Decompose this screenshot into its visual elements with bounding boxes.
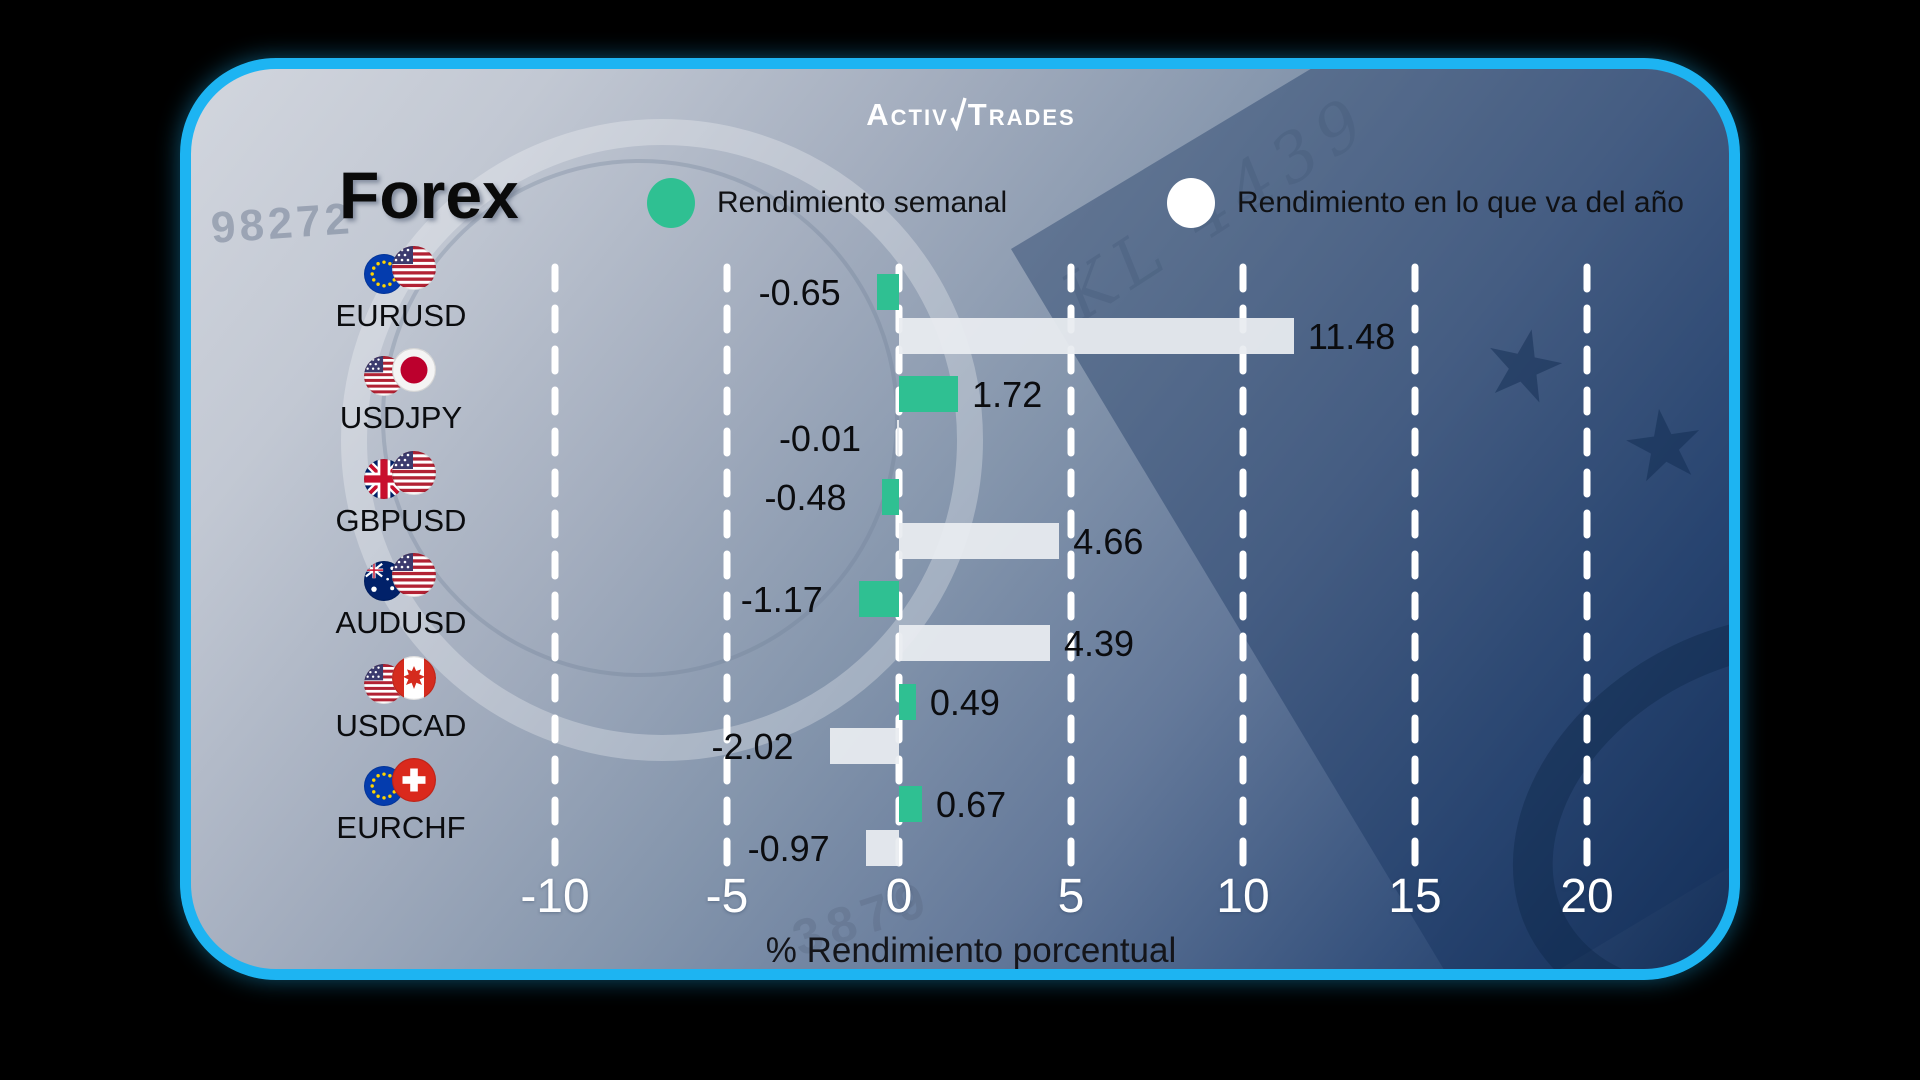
flag-pair-icon-EURCHF <box>364 758 438 808</box>
flag-us-icon <box>392 553 436 597</box>
ytd-value-EURUSD: 11.48 <box>1307 316 1396 357</box>
flag-pair-icon-EURUSD <box>364 246 438 296</box>
weekly-value-AUDUSD: -1.17 <box>740 579 823 620</box>
ytd-legend-dot-icon <box>1167 178 1215 228</box>
flag-ch-icon <box>392 758 436 802</box>
ytd-bar-AUDUSD <box>899 625 1051 661</box>
ytd-bar-USDCAD <box>829 728 899 764</box>
ytd-bar-EURCHF <box>865 830 899 866</box>
flag-pair-icon-GBPUSD <box>364 451 438 501</box>
legend-item-ytd: Rendimiento en lo que va del año <box>1167 177 1684 229</box>
legend-item-weekly: Rendimiento semanal <box>647 177 1007 229</box>
x-tick-label-15: 15 <box>1388 870 1442 923</box>
activtrades-logo: Activ Trades <box>191 95 1729 139</box>
weekly-value-USDCAD: 0.49 <box>929 682 1000 723</box>
logo-text-left: Activ <box>866 97 949 132</box>
x-tick-label-5: 5 <box>1057 870 1085 923</box>
pair-label-AUDUSD: AUDUSD <box>335 605 467 640</box>
weekly-bar-USDJPY <box>899 376 959 412</box>
page-title: Forex <box>339 158 519 232</box>
weekly-bar-GBPUSD <box>882 479 899 515</box>
weekly-value-EURCHF: 0.67 <box>936 784 1007 825</box>
ytd-value-USDJPY: -0.01 <box>778 418 861 459</box>
pair-label-EURUSD: EURUSD <box>335 298 467 333</box>
flag-jp-icon <box>392 348 436 392</box>
ytd-value-EURCHF: -0.97 <box>747 828 830 869</box>
flag-pair-icon-AUDUSD <box>364 553 438 603</box>
ytd-value-GBPUSD: 4.66 <box>1073 521 1144 562</box>
pair-label-USDJPY: USDJPY <box>339 400 463 435</box>
weekly-bar-EURCHF <box>899 786 923 822</box>
legend-ytd-label: Rendimiento en lo que va del año <box>1237 186 1684 219</box>
weekly-value-USDJPY: 1.72 <box>972 374 1043 415</box>
pair-label-USDCAD: USDCAD <box>335 708 467 743</box>
currency-pair-AUDUSD: AUDUSD <box>291 553 511 641</box>
x-tick-label-20: 20 <box>1560 870 1614 923</box>
ytd-bar-USDJPY <box>897 420 899 456</box>
flag-pair-icon-USDCAD <box>364 656 438 706</box>
weekly-value-GBPUSD: -0.48 <box>764 477 847 518</box>
currency-pair-USDJPY: USDJPY <box>291 348 511 436</box>
flag-us-icon <box>392 246 436 290</box>
weekly-bar-EURUSD <box>876 274 899 310</box>
weekly-bar-AUDUSD <box>858 581 899 617</box>
x-axis-title: % Rendimiento porcentual <box>765 931 1177 970</box>
x-tick-label-10: 10 <box>1216 870 1270 923</box>
flag-pair-icon-USDJPY <box>364 348 438 398</box>
currency-pair-EURUSD: EURUSD <box>291 246 511 334</box>
x-tick-label--5: -5 <box>705 870 749 923</box>
currency-pair-EURCHF: EURCHF <box>291 758 511 846</box>
ytd-value-AUDUSD: 4.39 <box>1064 623 1135 664</box>
gridlines <box>551 263 1591 871</box>
flag-us-icon <box>392 451 436 495</box>
currency-pair-USDCAD: USDCAD <box>291 656 511 744</box>
forex-chart-card: 98272 KL 4439 3879 ★ ★ Activ Trades Forex… <box>180 58 1740 980</box>
pair-label-EURCHF: EURCHF <box>336 810 466 845</box>
ytd-value-USDCAD: -2.02 <box>711 726 794 767</box>
weekly-value-EURUSD: -0.65 <box>758 272 841 313</box>
logo-text-right: Trades <box>967 97 1076 132</box>
flag-ca-icon <box>392 656 436 700</box>
currency-pair-GBPUSD: GBPUSD <box>291 451 511 539</box>
pair-label-GBPUSD: GBPUSD <box>335 503 467 538</box>
x-tick-label--10: -10 <box>520 870 590 923</box>
weekly-legend-dot-icon <box>647 178 695 228</box>
weekly-bar-USDCAD <box>899 684 916 720</box>
legend-weekly-label: Rendimiento semanal <box>717 186 1008 219</box>
ytd-bar-GBPUSD <box>899 523 1060 559</box>
ytd-bar-EURUSD <box>899 318 1294 354</box>
logo-check-icon <box>950 95 967 139</box>
x-tick-label-0: 0 <box>885 870 913 923</box>
